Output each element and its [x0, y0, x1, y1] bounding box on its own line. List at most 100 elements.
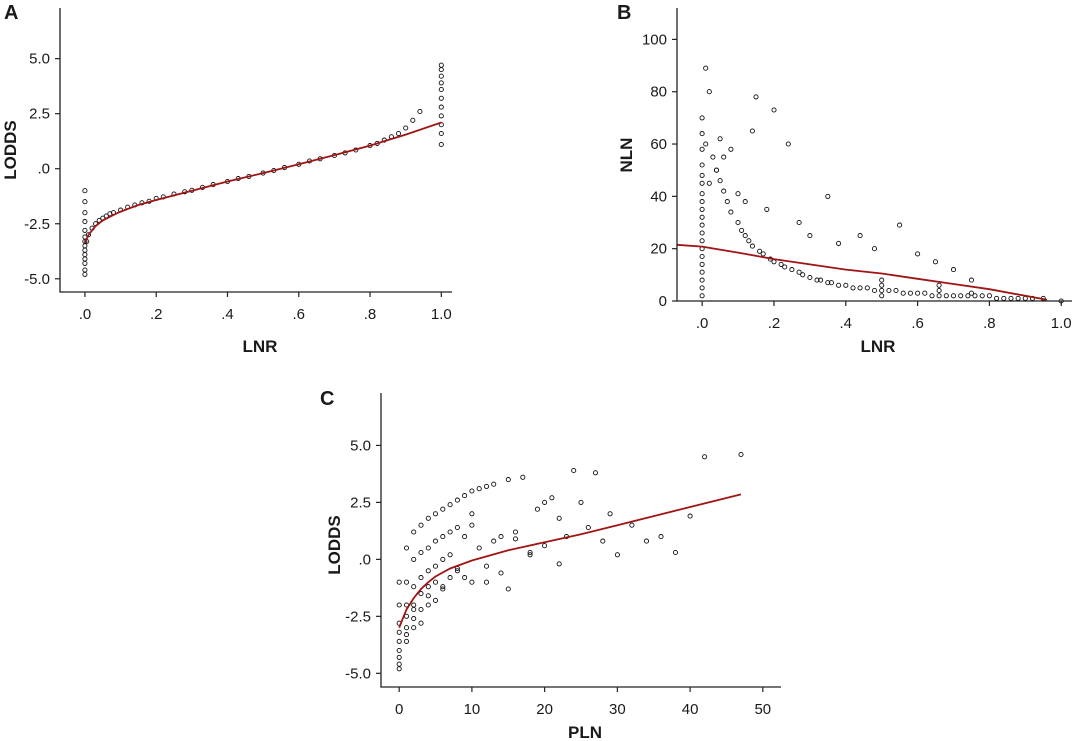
point-b-76 [1001, 295, 1007, 301]
point-b-9 [699, 222, 705, 228]
point-b-14 [699, 180, 705, 186]
y-tick-label-b-4: 80 [650, 84, 667, 101]
point-b-34 [760, 251, 766, 257]
axes-frame-c [380, 393, 781, 688]
point-c-57 [483, 483, 490, 489]
point-a-63 [438, 73, 444, 79]
point-c-33 [432, 511, 439, 517]
point-b-75 [994, 295, 1000, 301]
point-c-91 [483, 579, 490, 585]
point-c-30 [425, 568, 431, 574]
point-c-43 [447, 529, 453, 535]
point-b-0 [699, 293, 705, 299]
point-a-3 [82, 219, 88, 225]
point-c-54 [469, 579, 475, 585]
x-axis-label-a: LNR [243, 337, 278, 356]
point-c-5 [396, 647, 402, 654]
point-b-4 [699, 261, 705, 267]
y-tick-label-c-3: 2.5 [350, 494, 371, 511]
point-c-63 [505, 586, 511, 592]
y-tick-label-c-2: .0 [358, 551, 371, 568]
point-b-102 [897, 222, 903, 228]
panel-label-c: C [320, 388, 334, 410]
point-b-106 [968, 277, 975, 283]
point-b-51 [864, 285, 870, 291]
point-b-63 [929, 293, 935, 299]
points-a [82, 62, 444, 277]
point-c-37 [432, 597, 439, 603]
point-a-2 [82, 210, 88, 216]
point-b-40 [796, 269, 802, 275]
point-b-104 [932, 259, 939, 265]
point-b-99 [836, 240, 842, 246]
point-b-17 [699, 146, 705, 152]
point-b-55 [879, 282, 885, 288]
y-tick-label-c-0: -5.0 [345, 665, 371, 682]
y-tick-label-a-4: 5.0 [29, 51, 50, 68]
panel-label-b: B [617, 2, 631, 24]
point-c-13 [403, 625, 410, 631]
point-b-87 [721, 154, 727, 160]
point-b-7 [699, 238, 705, 244]
point-b-3 [699, 269, 705, 275]
point-b-83 [703, 141, 709, 147]
x-tick-label-c-5: 50 [754, 701, 771, 718]
point-b-65 [936, 287, 942, 294]
point-c-41 [440, 584, 446, 590]
point-b-15 [699, 172, 705, 178]
point-c-85 [738, 451, 744, 458]
point-b-61 [915, 290, 921, 296]
fit-line-c [398, 493, 742, 629]
point-b-68 [950, 293, 957, 299]
point-c-23 [418, 549, 424, 556]
point-c-16 [411, 529, 417, 535]
ticks-b: .0 .2 .4 .6 .8 1.0 0 20 40 60 80 100 [642, 31, 1072, 332]
point-c-46 [454, 497, 460, 503]
y-tick-label-a-0: -5.0 [24, 271, 50, 288]
point-c-77 [607, 511, 613, 517]
point-b-26 [724, 199, 730, 205]
point-b-86 [717, 136, 723, 142]
point-c-9 [403, 545, 410, 551]
point-a-1 [82, 199, 88, 205]
y-axis-label-b: NLN [617, 138, 636, 173]
point-b-72 [972, 293, 978, 299]
point-b-67 [943, 293, 949, 299]
point-c-90 [469, 511, 475, 517]
axes-frame-b [676, 8, 1072, 302]
x-tick-label-a-4: .8 [364, 306, 377, 323]
point-b-22 [710, 154, 716, 160]
point-c-76 [600, 538, 606, 544]
point-b-30 [742, 233, 748, 239]
panel-label-a: A [4, 2, 18, 24]
axes-frame-a [59, 8, 452, 293]
points-b [699, 65, 1064, 304]
point-c-51 [462, 575, 468, 581]
x-tick-label-a-2: .4 [221, 306, 234, 323]
point-b-25 [721, 188, 727, 194]
point-c-93 [512, 536, 519, 542]
point-b-20 [703, 65, 709, 71]
point-c-20 [411, 616, 417, 622]
point-a-55 [438, 141, 444, 148]
point-c-3 [396, 629, 402, 635]
point-c-59 [491, 481, 497, 487]
point-b-39 [789, 267, 795, 273]
point-c-61 [498, 534, 504, 540]
point-a-9 [82, 252, 88, 258]
point-c-66 [527, 549, 533, 556]
point-c-84 [702, 454, 708, 460]
point-b-44 [818, 277, 824, 283]
point-c-26 [418, 606, 424, 613]
point-c-72 [571, 467, 577, 474]
point-c-47 [454, 524, 460, 531]
ticks-a: .0 .2 .4 .6 .8 1.0 -5.0 -2.5 .0 2.5 5.0 [24, 51, 452, 323]
point-c-25 [418, 591, 424, 597]
point-b-69 [958, 293, 964, 299]
point-b-85 [713, 167, 720, 173]
point-a-10 [82, 256, 88, 262]
y-tick-label-b-1: 20 [650, 241, 667, 258]
point-b-31 [746, 238, 752, 244]
point-b-73 [979, 293, 985, 299]
